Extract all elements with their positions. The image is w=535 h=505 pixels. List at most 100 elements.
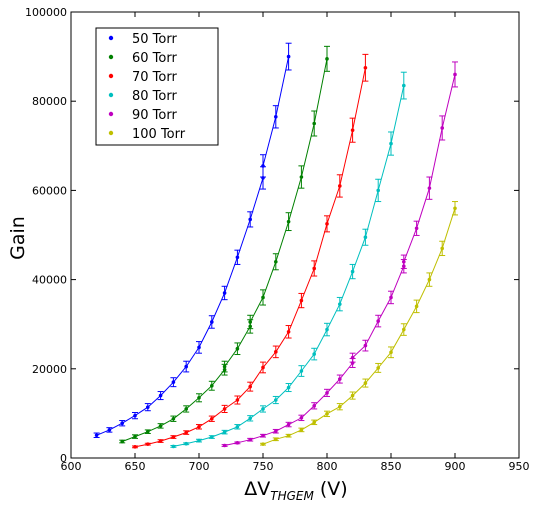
data-point <box>107 428 112 432</box>
data-point <box>235 398 240 402</box>
data-point <box>210 416 214 421</box>
data-point <box>197 424 201 429</box>
series-line <box>262 208 456 445</box>
data-point <box>248 416 252 421</box>
x-tick-label: 800 <box>317 460 338 473</box>
data-point <box>299 175 304 179</box>
legend-marker <box>108 35 114 41</box>
data-point <box>261 295 265 300</box>
data-point <box>171 416 176 421</box>
data-point <box>389 141 393 146</box>
data-point <box>235 441 240 445</box>
x-tick-label: 700 <box>189 460 210 473</box>
legend-box <box>95 27 219 146</box>
data-point <box>325 57 329 61</box>
data-point <box>312 121 317 126</box>
data-point <box>440 246 445 251</box>
data-point <box>402 327 406 332</box>
series-50-torr <box>93 42 292 438</box>
data-point <box>274 437 278 442</box>
data-point <box>210 435 214 439</box>
data-point <box>146 429 150 434</box>
chart-marks <box>93 42 458 449</box>
data-point <box>235 424 240 429</box>
data-point <box>146 405 150 409</box>
legend-label: 90 Torr <box>132 108 177 123</box>
data-point <box>248 437 252 442</box>
data-point <box>427 186 432 190</box>
data-point <box>350 269 355 274</box>
data-point <box>389 295 393 300</box>
data-point <box>312 266 317 271</box>
data-point <box>414 226 419 231</box>
data-point <box>248 320 252 324</box>
data-point <box>248 384 252 389</box>
data-point <box>338 302 342 306</box>
data-point <box>299 428 304 432</box>
legend-marker <box>108 130 114 136</box>
data-point <box>222 407 227 411</box>
data-point <box>312 352 317 356</box>
data-point <box>286 385 291 390</box>
data-point <box>184 407 188 411</box>
data-point <box>363 65 368 70</box>
data-point <box>274 398 278 402</box>
data-point <box>427 277 432 282</box>
data-point <box>363 343 368 348</box>
data-point <box>376 188 381 193</box>
data-point <box>222 430 227 434</box>
data-point <box>261 433 265 438</box>
series-100-torr <box>260 201 458 446</box>
data-point <box>389 350 393 355</box>
data-point <box>274 350 278 354</box>
data-point <box>286 422 291 427</box>
data-point <box>158 393 163 398</box>
data-point <box>158 439 163 443</box>
data-point <box>402 83 406 88</box>
data-point <box>376 319 381 323</box>
series-60-torr <box>119 45 330 444</box>
data-point <box>312 404 317 408</box>
x-axis-title-subscript: THGEM <box>270 489 314 503</box>
data-point <box>350 393 355 398</box>
data-point <box>440 126 445 130</box>
data-point <box>274 259 278 264</box>
x-axis-title: ΔVTHGEM (V) <box>244 478 347 503</box>
data-point <box>299 369 304 373</box>
data-point <box>94 433 99 438</box>
data-point <box>133 434 137 439</box>
data-point <box>171 435 176 439</box>
data-point <box>286 54 291 59</box>
data-point <box>402 259 406 264</box>
data-point <box>120 421 124 426</box>
data-point <box>453 206 457 211</box>
data-point <box>338 404 342 409</box>
data-point <box>197 395 201 400</box>
data-point <box>158 424 163 428</box>
series-90-torr <box>221 61 458 448</box>
data-point <box>146 442 150 446</box>
data-point <box>261 442 265 446</box>
data-point <box>210 383 214 388</box>
data-point <box>235 255 240 260</box>
data-point <box>261 365 265 370</box>
x-axis-title-main: ΔV <box>244 478 270 500</box>
data-point <box>248 217 252 222</box>
data-point <box>376 366 381 370</box>
data-point <box>325 412 329 416</box>
data-point <box>222 364 227 369</box>
legend-label: 50 Torr <box>132 32 177 47</box>
data-point <box>325 391 329 395</box>
data-point <box>197 438 201 443</box>
legend: 50 Torr 60 Torr 70 Torr 80 Torr 90 Torr 100 T… <box>95 27 219 146</box>
data-point <box>414 304 419 309</box>
x-axis-title-unit: (V) <box>314 478 348 500</box>
data-point <box>363 381 368 385</box>
y-tick-label: 20000 <box>32 363 67 376</box>
data-point <box>350 355 355 360</box>
data-point <box>133 413 137 418</box>
x-tick-label: 950 <box>509 460 530 473</box>
data-point <box>312 420 317 425</box>
legend-label: 60 Torr <box>132 51 177 66</box>
